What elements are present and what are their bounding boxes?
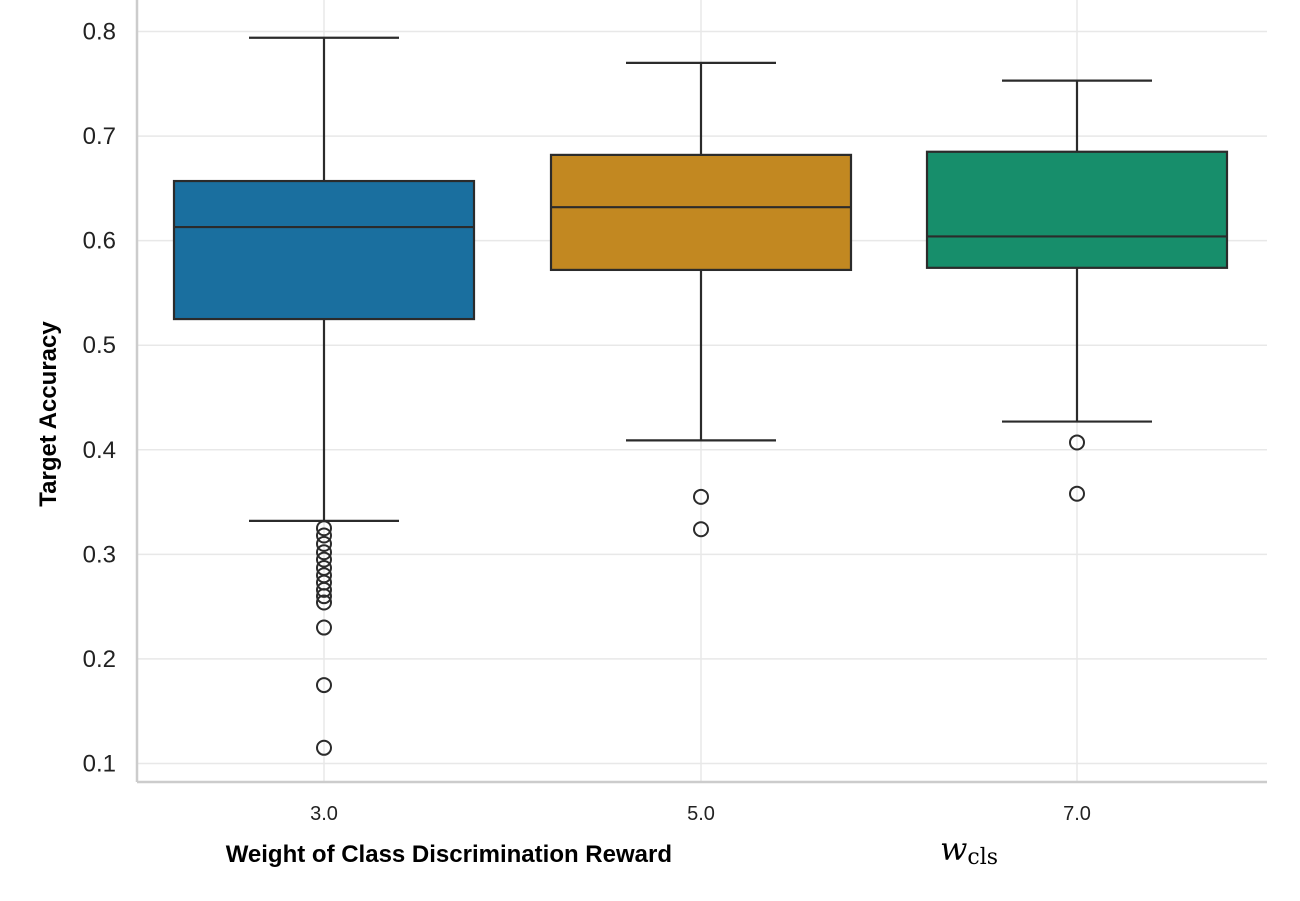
outlier-point [316, 739, 332, 756]
outlier-point [316, 544, 332, 561]
box-group [172, 36, 476, 756]
outlier-point [316, 619, 332, 636]
iqr-box [925, 150, 1229, 269]
y-tick-label: 0.8 [83, 19, 116, 46]
x-axis-symbol-main: w [940, 830, 967, 868]
iqr-box [549, 153, 853, 272]
x-axis-label: Weight of Class Discrimination Reward [226, 841, 672, 868]
axes [135, 0, 1267, 784]
x-tick-label: 5.0 [687, 803, 715, 825]
y-axis-label: Target Accuracy [35, 321, 62, 507]
box-group [549, 61, 853, 538]
y-tick-label: 0.7 [83, 123, 116, 150]
outlier-point [693, 488, 709, 505]
box-group [925, 79, 1229, 502]
outlier-point [316, 520, 332, 537]
outlier-point [316, 677, 332, 694]
y-tick-label: 0.1 [83, 750, 116, 777]
iqr-box [172, 179, 476, 321]
outlier-point [316, 535, 332, 552]
y-tick-label: 0.6 [83, 228, 116, 255]
outlier-point [316, 588, 332, 605]
outlier-point [693, 521, 709, 538]
boxes [172, 36, 1229, 756]
outlier-point [316, 527, 332, 544]
outlier-point [1069, 434, 1085, 451]
x-tick-label: 3.0 [310, 803, 338, 825]
y-tick-label: 0.3 [83, 541, 116, 568]
y-tick-label: 0.4 [83, 437, 116, 464]
y-tick-label: 0.5 [83, 332, 116, 359]
outlier-point [1069, 485, 1085, 502]
x-axis-symbol-subscript: cls [967, 845, 998, 870]
y-tick-label: 0.2 [83, 646, 116, 673]
x-tick-label: 7.0 [1063, 803, 1091, 825]
outlier-point [316, 551, 332, 568]
x-axis-symbol: wcls [940, 830, 998, 870]
x-tick-labels: 3.0 5.0 7.0 [310, 803, 1091, 825]
y-tick-labels: 0.1 0.2 0.3 0.4 0.5 0.6 0.7 0.8 [83, 19, 116, 778]
outlier-point [316, 594, 332, 611]
outlier-point [316, 581, 332, 598]
